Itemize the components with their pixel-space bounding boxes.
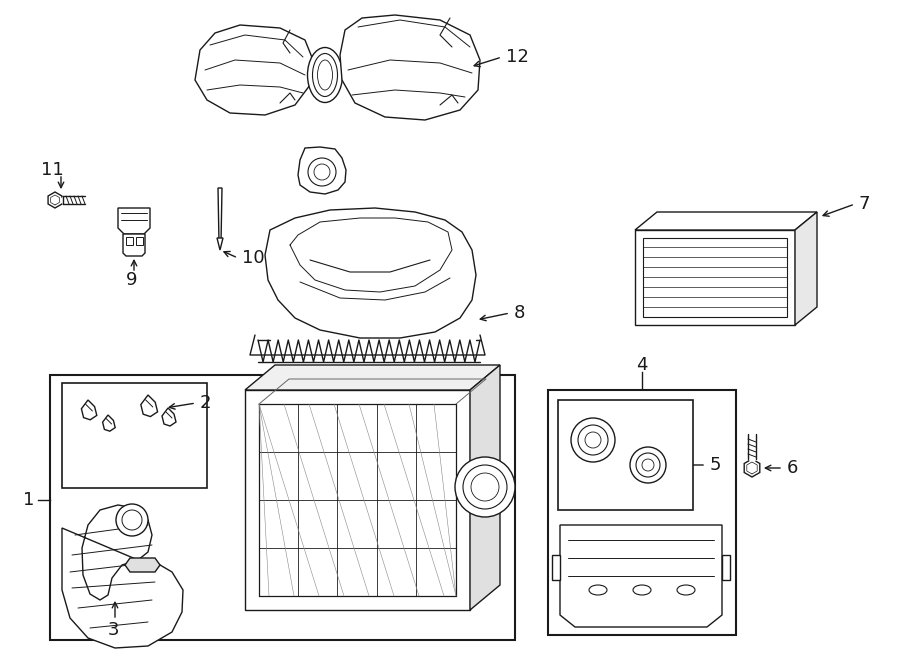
Text: 8: 8 [514,304,526,322]
Circle shape [455,457,515,517]
Polygon shape [265,208,476,338]
Text: 10: 10 [242,249,265,267]
Circle shape [578,425,608,455]
Polygon shape [635,212,817,230]
Circle shape [585,432,601,448]
Circle shape [630,447,666,483]
Circle shape [642,459,654,471]
Polygon shape [560,525,722,627]
Polygon shape [744,459,760,477]
Bar [643,238,787,317]
Text: 7: 7 [859,195,870,213]
Text: 2: 2 [200,394,212,412]
Bar [126,237,133,245]
Polygon shape [635,230,795,325]
Polygon shape [340,15,480,120]
Text: 11: 11 [41,161,64,179]
Ellipse shape [633,585,651,595]
Circle shape [116,504,148,536]
Text: 4: 4 [636,356,648,374]
Text: 9: 9 [126,271,138,289]
Polygon shape [552,555,560,580]
Text: 6: 6 [787,459,798,477]
Circle shape [471,473,499,501]
Ellipse shape [677,585,695,595]
Bar [62,383,207,488]
Ellipse shape [312,54,338,97]
Ellipse shape [308,48,343,102]
Polygon shape [298,147,346,194]
Circle shape [463,465,507,509]
Bar [558,400,693,510]
Circle shape [636,453,660,477]
Polygon shape [245,390,470,610]
Ellipse shape [589,585,607,595]
Bar [136,237,143,245]
Polygon shape [118,208,150,234]
Polygon shape [62,505,183,648]
Polygon shape [48,192,62,208]
Polygon shape [795,212,817,325]
Text: 5: 5 [710,456,722,474]
Text: 12: 12 [506,48,529,66]
Polygon shape [217,238,223,250]
Bar [548,390,736,635]
Polygon shape [245,365,500,390]
Circle shape [314,164,330,180]
Bar [50,375,515,640]
Polygon shape [125,558,160,572]
Circle shape [571,418,615,462]
Polygon shape [195,25,313,115]
Polygon shape [722,555,730,580]
Text: 1: 1 [22,491,34,509]
Polygon shape [470,365,500,610]
Text: 3: 3 [108,621,120,639]
Circle shape [122,510,142,530]
Polygon shape [123,234,145,256]
Polygon shape [218,188,222,243]
Circle shape [308,158,336,186]
Ellipse shape [318,60,332,90]
